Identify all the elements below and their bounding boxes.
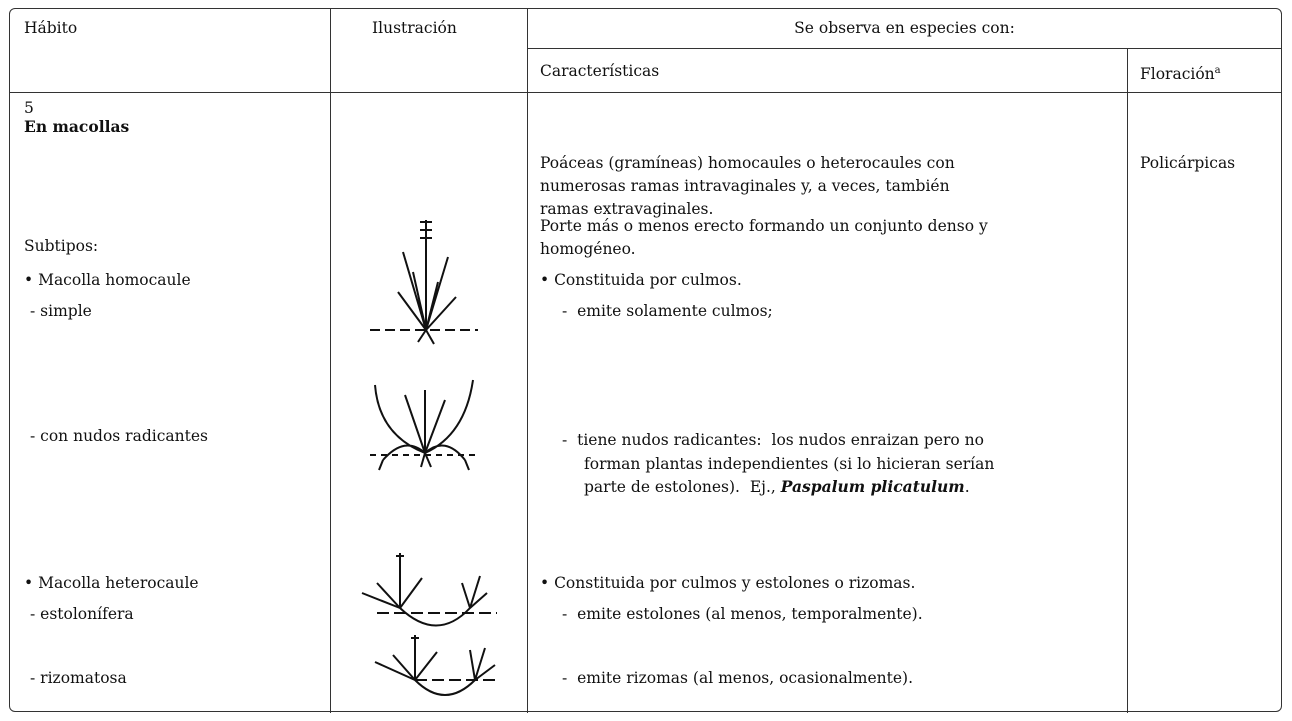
column-line bbox=[330, 8, 331, 713]
species: Paspalum plicatulum bbox=[780, 477, 965, 496]
column-line bbox=[527, 8, 528, 713]
subtype: • Macolla heterocaule bbox=[24, 574, 199, 592]
char-line: parte de estolones). Ej., Paspalum plica… bbox=[584, 477, 970, 497]
illustration-rhizomatous bbox=[374, 635, 500, 696]
row-line bbox=[9, 92, 1282, 93]
char-line: - emite solamente culmos; bbox=[562, 302, 773, 320]
char-line: • Constituida por culmos. bbox=[540, 271, 742, 289]
char-line: forman plantas independientes (si lo hic… bbox=[584, 455, 995, 473]
flowering-label: Floración bbox=[1140, 65, 1215, 84]
subtype: - simple bbox=[30, 302, 92, 320]
char-line: numerosas ramas intravaginales y, a vece… bbox=[540, 177, 950, 195]
illustration-radicant bbox=[370, 379, 477, 471]
header-flowering: Floracióna bbox=[1140, 61, 1221, 84]
table-frame bbox=[9, 8, 1282, 712]
habit-name: En macollas bbox=[24, 117, 130, 136]
char-text: parte de estolones). Ej., bbox=[584, 478, 781, 496]
char-line: homogéneo. bbox=[540, 240, 636, 258]
subtype: - estolonífera bbox=[30, 605, 134, 623]
row-line bbox=[527, 48, 1282, 49]
header-characteristics: Características bbox=[540, 62, 660, 80]
char-text: . bbox=[964, 478, 970, 496]
char-line: - tiene nudos radicantes: los nudos enra… bbox=[562, 431, 984, 449]
illustration-stoloniferous bbox=[361, 553, 497, 627]
header-observed: Se observa en especies con: bbox=[794, 19, 1015, 37]
habit-number: 5 bbox=[24, 99, 34, 117]
char-line: Porte más o menos erecto formando un con… bbox=[540, 217, 988, 235]
header-habit: Hábito bbox=[24, 19, 78, 37]
subtype: - rizomatosa bbox=[30, 669, 127, 687]
subtype: - con nudos radicantes bbox=[30, 427, 208, 445]
column-line bbox=[1127, 48, 1128, 713]
header-illustration: Ilustración bbox=[372, 19, 457, 37]
char-line: Poáceas (gramíneas) homocaules o heteroc… bbox=[540, 154, 955, 172]
illustration-simple bbox=[370, 220, 478, 345]
subtype: • Macolla homocaule bbox=[24, 271, 191, 289]
subtypes-label: Subtipos: bbox=[24, 237, 99, 255]
char-line: - emite rizomas (al menos, ocasionalment… bbox=[562, 669, 914, 687]
flowering-value: Policárpicas bbox=[1140, 154, 1236, 172]
char-line: • Constituida por culmos y estolones o r… bbox=[540, 574, 916, 592]
char-line: ramas extravaginales. bbox=[540, 200, 714, 218]
char-line: - emite estolones (al menos, temporalmen… bbox=[562, 605, 923, 623]
flowering-note: a bbox=[1214, 65, 1221, 76]
